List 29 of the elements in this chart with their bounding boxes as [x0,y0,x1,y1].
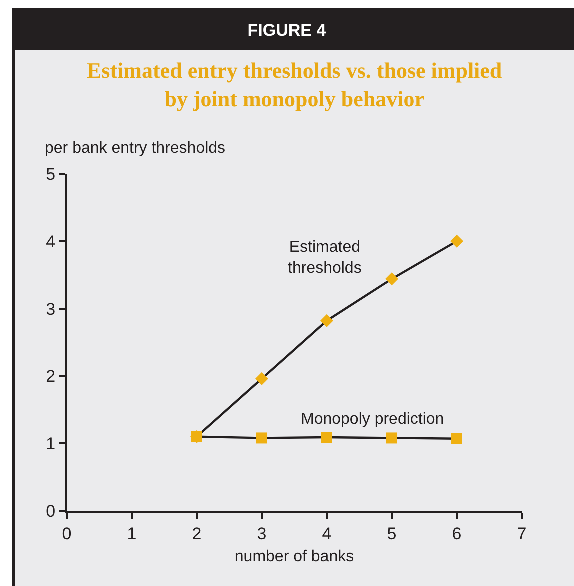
point [192,431,202,442]
x-tick-label: 6 [452,524,462,544]
point [320,314,334,328]
chart-subtitle: Estimated entry thresholds vs. those implied by joint monopoly behavior [87,58,502,112]
point [386,432,398,444]
x-axis-title: number of banks [234,548,354,566]
y-tick-label: 3 [46,300,56,319]
series-label: Monopoly prediction [301,411,444,428]
y-tick-label: 2 [46,367,56,386]
point [322,432,332,444]
x-tick-label: 3 [257,524,267,544]
y-tick-label: 4 [46,232,56,252]
y-tick-label: 5 [46,164,56,184]
chart-title: FIGURE 4 [248,20,327,40]
point [452,433,462,444]
x-tick-label: 5 [387,524,397,544]
y-tick-label: 0 [46,502,56,521]
x-tick-label: 7 [517,524,527,544]
x-tick-label: 1 [127,524,137,544]
x-tick-label: 2 [192,524,202,544]
point [450,234,464,248]
x-tick-label: 4 [322,524,332,544]
point [256,432,268,444]
y-tick-label: 1 [46,434,56,454]
y-axis-title: per bank entry thresholds [45,140,226,157]
x-tick-label: 0 [62,524,72,544]
series-label: Estimated thresholds [288,239,362,277]
point [256,372,268,386]
point [386,272,398,286]
